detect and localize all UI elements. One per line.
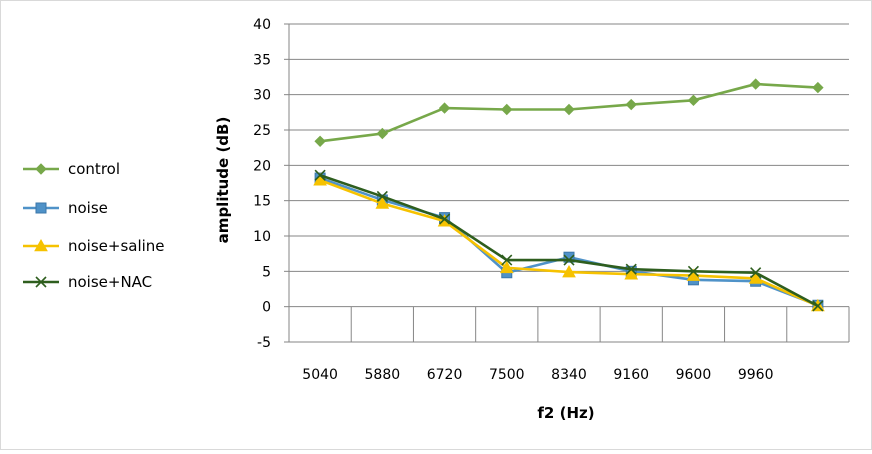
- x-tick-label: 7500: [489, 367, 525, 383]
- legend-marker: [34, 238, 48, 252]
- data-point: [562, 265, 576, 278]
- y-tick-label: 5: [262, 264, 271, 280]
- y-tick-label: -5: [257, 335, 271, 351]
- legend-marker: [35, 163, 47, 175]
- y-axis-title: amplitude (dB): [214, 117, 232, 244]
- series-control: [314, 78, 824, 148]
- data-point: [625, 98, 637, 111]
- y-tick-label: 25: [253, 123, 271, 139]
- data-point: [376, 127, 389, 140]
- data-point: [438, 213, 451, 225]
- series-noise-saline: [313, 173, 825, 312]
- x-tick-label: 9600: [676, 367, 712, 383]
- legend: control noise noise+saline noise+NAC: [23, 160, 165, 291]
- x-tick-label: 8340: [551, 367, 587, 383]
- data-point: [563, 251, 575, 263]
- data-point: [313, 173, 327, 186]
- series-line: [319, 178, 819, 308]
- legend-entry: noise+NAC: [23, 273, 152, 291]
- legend-entry: noise: [23, 199, 108, 217]
- y-tick-label: 20: [253, 158, 271, 174]
- data-point: [314, 169, 326, 181]
- data-point: [748, 271, 763, 284]
- data-point: [501, 254, 513, 266]
- legend-label: noise+saline: [68, 237, 165, 255]
- y-tick-label: 40: [253, 17, 271, 33]
- x-tick-label: 6720: [427, 367, 463, 383]
- legend-marker: [35, 202, 47, 214]
- y-tick-label: 10: [253, 229, 271, 245]
- data-point: [499, 260, 514, 274]
- series-noise: [314, 172, 824, 311]
- series-line: [319, 173, 819, 308]
- x-tick-label: 5040: [302, 367, 338, 383]
- data-point: [314, 135, 326, 148]
- data-point: [563, 254, 575, 266]
- series-noise-nac: [314, 169, 824, 312]
- y-tick-label: 15: [253, 194, 271, 210]
- legend-marker: [35, 276, 47, 288]
- x-axis-title: f2 (Hz): [537, 404, 594, 422]
- data-point: [812, 300, 824, 312]
- gridlines: [289, 23, 849, 343]
- data-point: [687, 94, 700, 107]
- data-point: [563, 103, 575, 116]
- legend-label: noise+NAC: [68, 273, 152, 291]
- data-point: [624, 267, 639, 280]
- y-tick-label: 0: [262, 300, 271, 316]
- legend-entry: control: [23, 160, 120, 178]
- data-point: [438, 102, 451, 114]
- y-tick-label: 35: [253, 52, 271, 68]
- series-line: [319, 176, 819, 307]
- x-tick-label: 5880: [365, 367, 401, 383]
- series-layer: [313, 78, 825, 312]
- data-point: [687, 265, 700, 277]
- y-tick-label: 30: [253, 88, 271, 104]
- legend-entry: noise+saline: [23, 237, 165, 255]
- x-tick-label: 9160: [613, 367, 649, 383]
- data-point: [501, 103, 513, 116]
- legend-label: control: [68, 160, 120, 178]
- data-point: [376, 190, 388, 202]
- data-point: [749, 78, 762, 90]
- data-point: [750, 267, 762, 279]
- x-tick-label: 9960: [738, 367, 774, 383]
- data-point: [375, 196, 390, 209]
- legend-label: noise: [68, 199, 108, 217]
- data-point: [625, 263, 637, 275]
- data-point: [812, 81, 824, 94]
- axes: -5 0 5 10 15 20 25 30 35 40 5040 5880 6720 7500 8340 91…: [253, 17, 850, 383]
